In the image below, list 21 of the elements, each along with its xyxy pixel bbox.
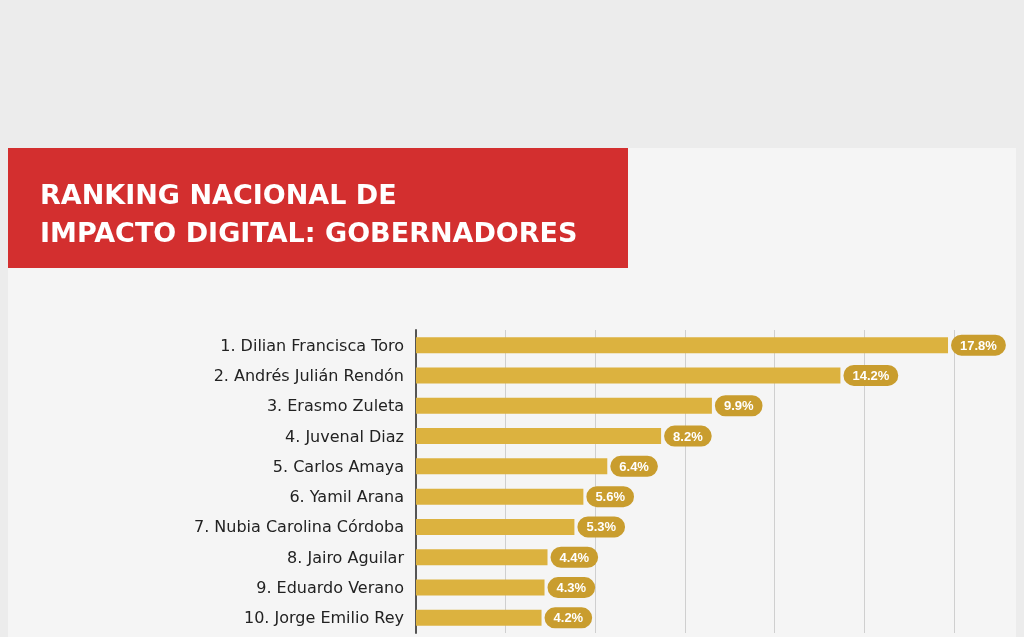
data-label: 17.8% [960, 337, 998, 353]
data-label: 6.4% [619, 458, 650, 474]
y-tick-label: 5. Carlos Amaya [272, 456, 404, 476]
data-label: 9.9% [723, 398, 754, 414]
y-tick-label: 8. Jairo Aguilar [287, 547, 405, 567]
data-label: 5.6% [595, 489, 626, 505]
y-tick-label: 3. Erasmo Zuleta [266, 396, 404, 416]
data-label: 4.3% [556, 580, 587, 596]
chart-title: RANKING NACIONAL DE IMPACTO DIGITAL: GOBERNADORES [8, 148, 628, 268]
data-label: 5.3% [586, 519, 617, 535]
data-label: 4.4% [559, 549, 590, 565]
y-tick-label: 1. Dilian Francisca Toro [220, 335, 404, 355]
y-tick-label: 7. Nubia Carolina Córdoba [193, 517, 404, 537]
y-tick-label: 6. Yamil Arana [289, 487, 404, 507]
y-tick-label: 9. Eduardo Verano [256, 578, 404, 598]
y-tick-label: 2. Andrés Julián Rendón [213, 365, 404, 385]
y-tick-label: 10. Jorge Emilio Rey [243, 608, 404, 628]
data-label: 4.2% [553, 610, 584, 626]
y-tick-label: 4. Juvenal Diaz [285, 426, 404, 446]
data-label: 8.2% [673, 428, 704, 444]
data-label: 14.2% [852, 367, 890, 383]
